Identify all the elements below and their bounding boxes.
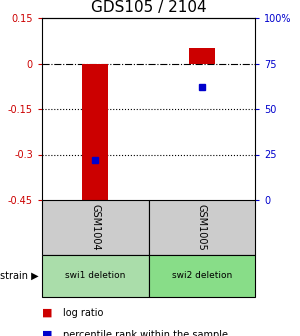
Text: GSM1004: GSM1004	[90, 204, 100, 251]
Text: swi1 deletion: swi1 deletion	[65, 271, 125, 281]
Text: log ratio: log ratio	[63, 308, 104, 318]
Bar	[148, 200, 255, 255]
Text: strain ▶: strain ▶	[0, 271, 39, 281]
Bar	[42, 255, 148, 297]
Text: ■: ■	[42, 308, 52, 318]
Bar	[82, 64, 108, 203]
Bar	[189, 48, 214, 64]
Text: ■: ■	[42, 330, 52, 336]
Bar	[42, 200, 148, 255]
Text: GSM1005: GSM1005	[197, 204, 207, 251]
Text: swi2 deletion: swi2 deletion	[172, 271, 232, 281]
Bar	[148, 255, 255, 297]
Title: GDS105 / 2104: GDS105 / 2104	[91, 0, 206, 15]
Text: percentile rank within the sample: percentile rank within the sample	[63, 330, 228, 336]
